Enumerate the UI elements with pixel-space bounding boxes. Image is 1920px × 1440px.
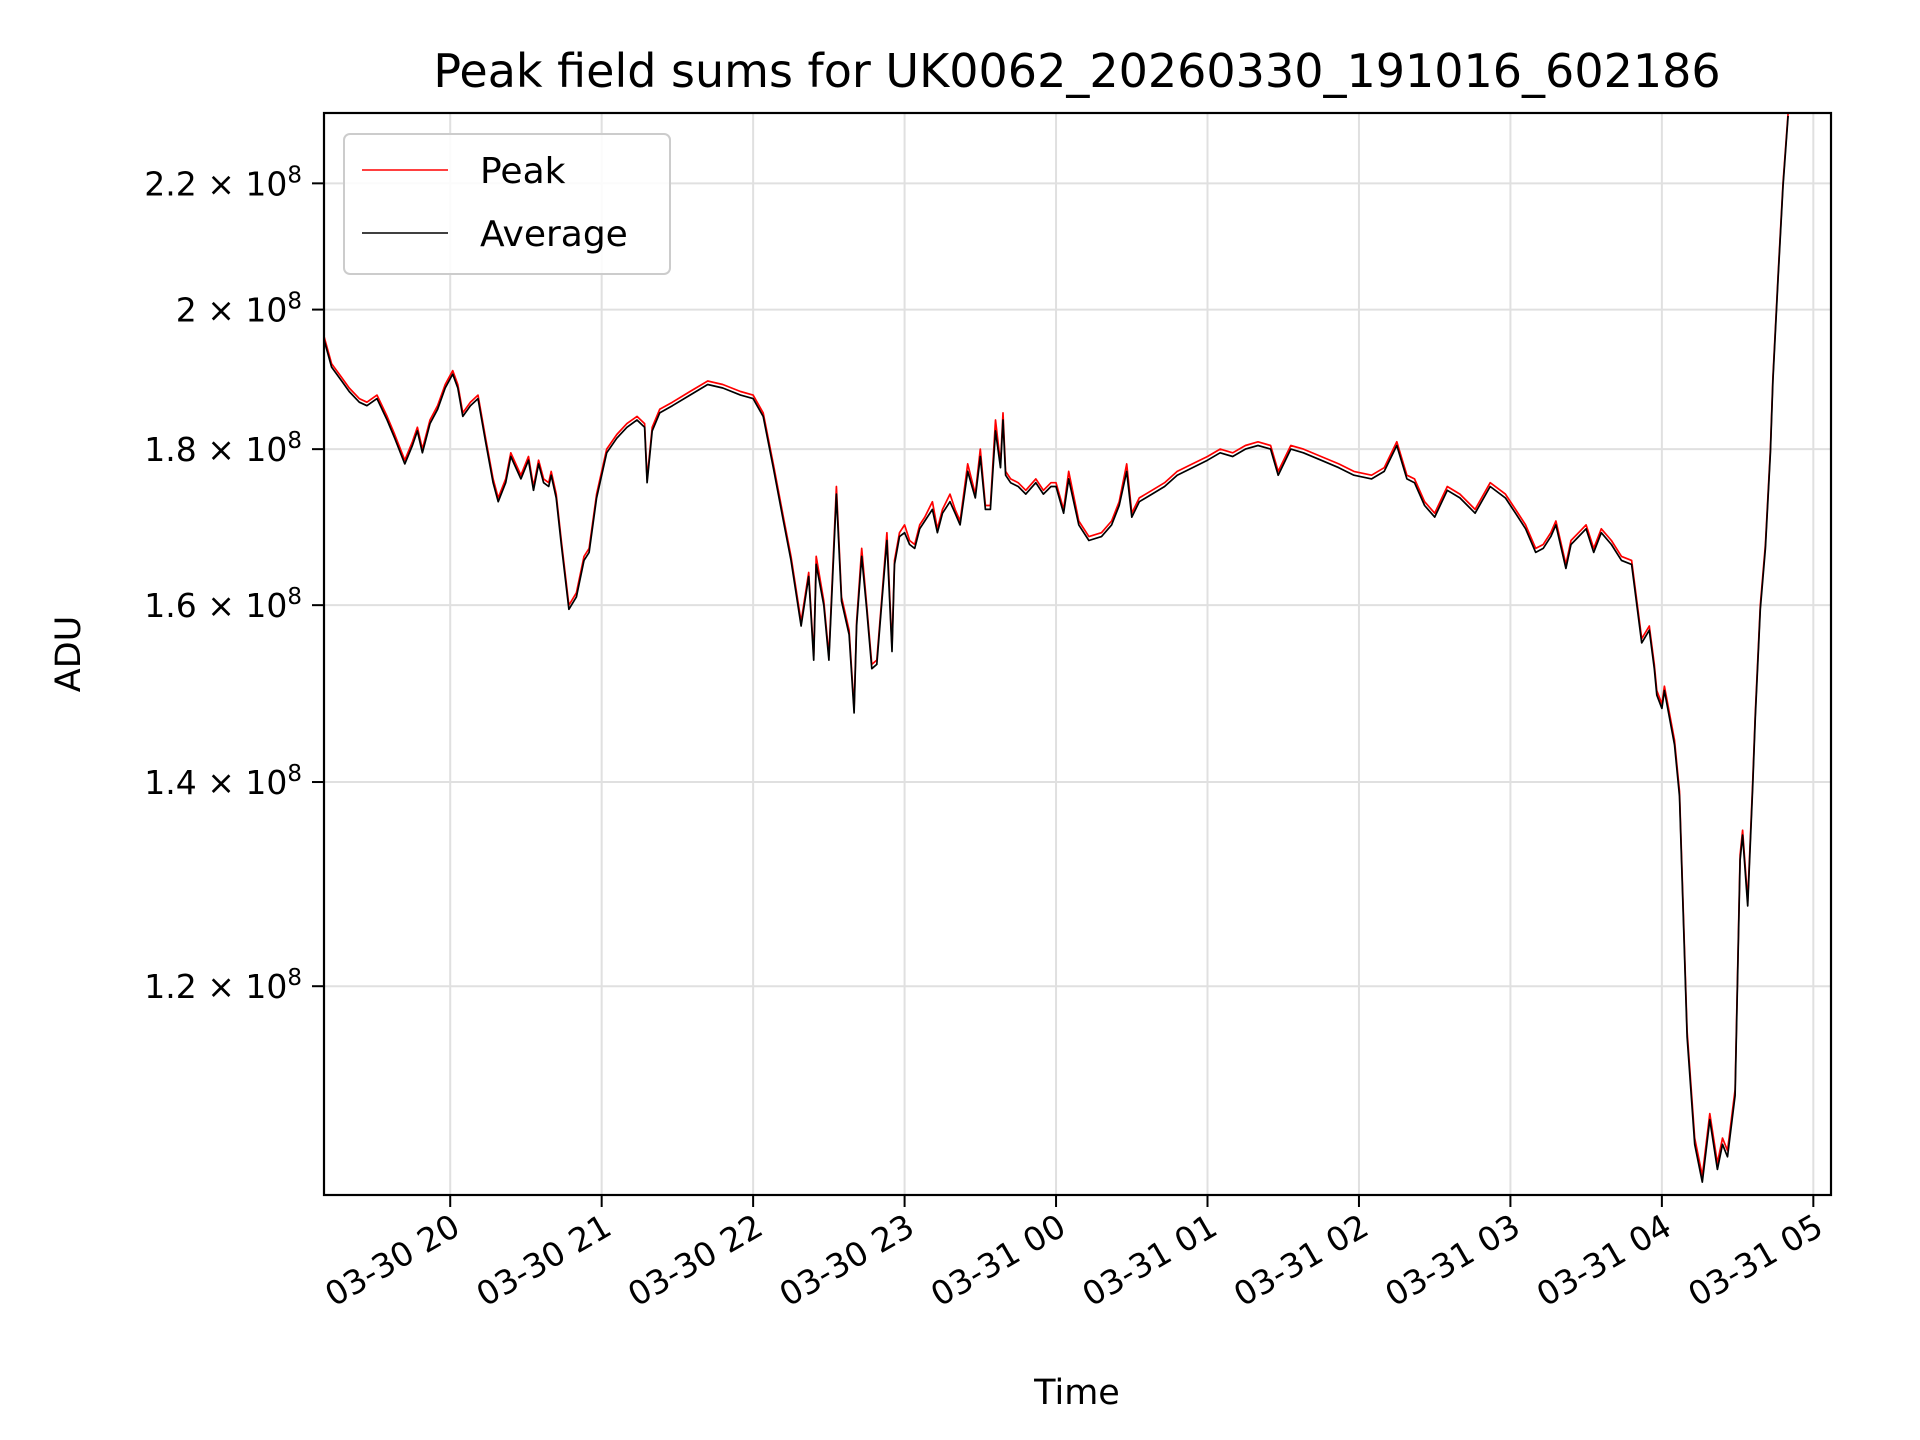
y-axis: 1.2 × 108 1.4 × 108 1.6 × 108 1.8 × 108 2 × … bbox=[144, 162, 324, 1006]
y-tick-label: 1.2 × 108 bbox=[144, 965, 302, 1006]
legend-box bbox=[343, 133, 671, 275]
series-layer bbox=[323, 112, 1789, 1183]
y-tick-label: 1.6 × 108 bbox=[144, 584, 302, 625]
plot-area-frame bbox=[322, 111, 1833, 1197]
x-axis-label: Time bbox=[1033, 1373, 1120, 1413]
legend: Peak Average bbox=[343, 133, 671, 275]
y-tick-label: 1.8 × 108 bbox=[144, 428, 302, 469]
y-tick-label: 2 × 108 bbox=[176, 289, 302, 330]
chart-title: Peak field sums for UK0062_20260330_1910… bbox=[433, 44, 1720, 98]
legend-label-average: Average bbox=[480, 214, 628, 255]
y-tick-label: 1.4 × 108 bbox=[144, 761, 302, 802]
y-tick-label: 2.2 × 108 bbox=[144, 162, 302, 203]
legend-label-peak: Peak bbox=[480, 151, 566, 192]
series-line-average bbox=[323, 115, 1789, 1183]
y-axis-label: ADU bbox=[49, 616, 89, 693]
